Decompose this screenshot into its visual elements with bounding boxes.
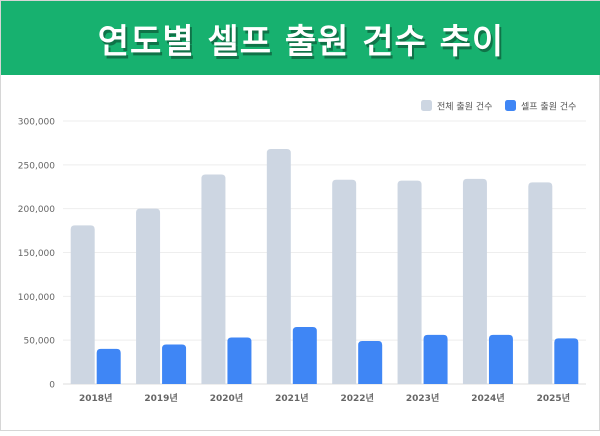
x-tick-label: 2020년 bbox=[210, 392, 243, 404]
x-tick-label: 2025년 bbox=[537, 392, 570, 404]
x-axis-ticks: 2018년 2019년 2020년 2021년 2022년 2023년 2024년 2025년 bbox=[79, 392, 570, 404]
bar-total-2 bbox=[201, 174, 226, 384]
bar-total-6 bbox=[462, 178, 487, 384]
bar-self-2 bbox=[227, 337, 252, 384]
bars bbox=[70, 149, 579, 384]
x-tick-label: 2022년 bbox=[341, 392, 374, 404]
legend-label: 전체 출원 건수 bbox=[437, 102, 492, 113]
bar-self-1 bbox=[162, 344, 187, 384]
x-tick-label: 2021년 bbox=[275, 392, 308, 404]
bar-chart: 0 50,000 100,000 150,000 200,000 250,000 300,0… bbox=[18, 100, 586, 404]
y-tick-label: 300,000 bbox=[18, 118, 55, 128]
legend-label: 셀프 출원 건수 bbox=[521, 102, 576, 113]
title-banner: 연도별 셀프 출원 건수 추이 bbox=[1, 1, 600, 75]
bar-self-7 bbox=[554, 338, 579, 384]
bar-total-5 bbox=[397, 180, 422, 384]
y-tick-label: 150,000 bbox=[18, 249, 55, 259]
x-tick-label: 2024년 bbox=[471, 392, 504, 404]
legend-swatch bbox=[421, 100, 432, 111]
bar-total-0 bbox=[70, 225, 95, 384]
x-tick-label: 2018년 bbox=[79, 392, 112, 404]
bar-total-1 bbox=[136, 208, 161, 384]
chart-area: 0 50,000 100,000 150,000 200,000 250,000 300,0… bbox=[1, 77, 600, 432]
bar-self-6 bbox=[488, 334, 513, 384]
chart-title: 연도별 셀프 출원 건수 추이 bbox=[97, 21, 505, 62]
legend: 전체 출원 건수 셀프 출원 건수 bbox=[421, 100, 576, 113]
legend-swatch bbox=[505, 100, 516, 111]
bar-total-3 bbox=[266, 149, 291, 384]
bar-self-0 bbox=[96, 348, 121, 384]
y-tick-label: 200,000 bbox=[18, 205, 55, 215]
bar-self-5 bbox=[423, 334, 448, 384]
bar-total-7 bbox=[528, 182, 553, 384]
y-tick-label: 100,000 bbox=[18, 293, 55, 303]
y-tick-label: 250,000 bbox=[18, 161, 55, 171]
y-tick-label: 50,000 bbox=[24, 337, 56, 347]
y-tick-label: 0 bbox=[49, 381, 55, 391]
y-axis-ticks: 0 50,000 100,000 150,000 200,000 250,000 300,0… bbox=[18, 118, 55, 391]
x-tick-label: 2019년 bbox=[144, 392, 177, 404]
x-tick-label: 2023년 bbox=[406, 392, 439, 404]
bar-total-4 bbox=[332, 179, 357, 384]
bar-self-3 bbox=[292, 327, 317, 384]
bar-self-4 bbox=[358, 341, 383, 384]
